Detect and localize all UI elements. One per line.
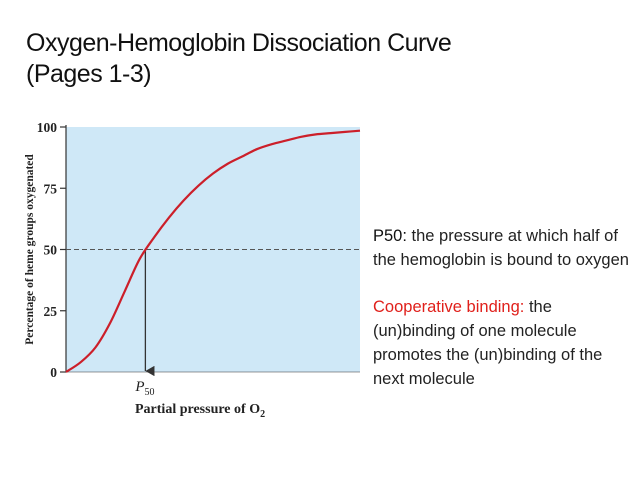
y-axis-label: Percentage of heme groups oxygenated bbox=[24, 154, 36, 345]
x-axis-label: Partial pressure of O2 bbox=[135, 402, 265, 420]
y-tick-label: 75 bbox=[44, 181, 58, 196]
slide-title-line1: Oxygen-Hemoglobin Dissociation Curve bbox=[26, 29, 452, 57]
y-tick-label: 100 bbox=[37, 120, 58, 135]
x-axis-label-sub: 2 bbox=[260, 409, 265, 420]
p50-label: P50 bbox=[134, 379, 154, 398]
p50-label-main: P bbox=[134, 379, 144, 395]
slide-title-line2: (Pages 1-3) bbox=[26, 60, 152, 88]
slide-title: Oxygen-Hemoglobin Dissociation Curve (Pa… bbox=[26, 28, 452, 90]
definition-text: the (un)binding of one molecule promotes… bbox=[373, 298, 603, 388]
y-tick-label: 25 bbox=[44, 304, 58, 319]
definition-term: P50: bbox=[373, 227, 407, 245]
y-tick-label: 0 bbox=[50, 365, 57, 380]
definitions-panel: P50: the pressure at which half of the h… bbox=[373, 224, 635, 414]
dissociation-curve bbox=[65, 129, 361, 373]
y-ticks: 0 25 50 75 100 bbox=[37, 120, 66, 380]
p50-label-sub: 50 bbox=[145, 387, 155, 398]
y-tick-label: 50 bbox=[44, 243, 58, 258]
dissociation-chart: 0 25 50 75 100 Percentage of heme groups oxy… bbox=[24, 120, 361, 420]
definition-p50: P50: the pressure at which half of the h… bbox=[373, 224, 635, 272]
definition-cooperative-binding: Cooperative binding: the (un)binding of … bbox=[373, 295, 635, 391]
definition-term: Cooperative binding: bbox=[373, 298, 525, 316]
x-axis-label-main: Partial pressure of O bbox=[135, 402, 260, 417]
definition-text: the pressure at which half of the hemogl… bbox=[373, 227, 629, 269]
